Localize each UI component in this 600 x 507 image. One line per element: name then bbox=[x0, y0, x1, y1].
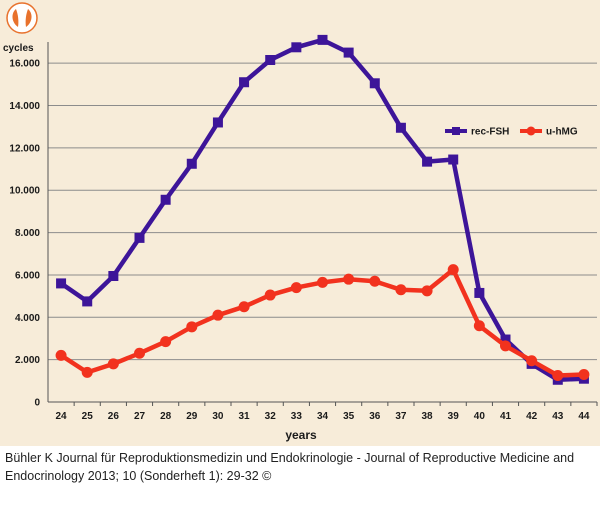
x-tick-label: 27 bbox=[134, 411, 146, 422]
data-point-rec-FSH bbox=[82, 296, 93, 307]
x-tick-label: 29 bbox=[186, 411, 198, 422]
y-tick-label: 6.000 bbox=[15, 270, 40, 281]
data-point-rec-FSH bbox=[343, 47, 354, 58]
legend-marker bbox=[526, 126, 536, 136]
gridlines bbox=[48, 62, 597, 361]
journal-logo bbox=[6, 2, 38, 34]
x-tick-label: 34 bbox=[317, 411, 329, 422]
y-tick-label: 16.000 bbox=[9, 59, 40, 70]
data-point-rec-FSH bbox=[422, 156, 433, 167]
legend: rec-FSH u-hMG bbox=[445, 126, 578, 138]
data-point-u-hMG bbox=[264, 289, 276, 301]
legend-marker bbox=[452, 127, 460, 135]
data-point-u-hMG bbox=[395, 284, 407, 296]
x-tick-label: 32 bbox=[265, 411, 277, 422]
caption-line-1: Bühler K Journal für Reproduktionsmedizi… bbox=[5, 451, 575, 465]
data-point-rec-FSH bbox=[134, 232, 145, 243]
data-point-rec-FSH bbox=[186, 158, 197, 169]
y-axis-label: cycles bbox=[3, 43, 34, 54]
x-tick-label: 33 bbox=[291, 411, 303, 422]
data-point-rec-FSH bbox=[448, 154, 459, 165]
y-tick-label: 14.000 bbox=[9, 101, 40, 112]
x-tick-label: 35 bbox=[343, 411, 355, 422]
data-point-u-hMG bbox=[369, 275, 381, 287]
x-tick-label: 40 bbox=[474, 411, 486, 422]
caption-line-2: Endocrinology 2013; 10 (Sonderheft 1): 2… bbox=[5, 469, 272, 483]
data-point-u-hMG bbox=[421, 285, 433, 297]
chart-panel: 0 2.000 4.000 6.000 8.000 10.000 12.000 14.000 1… bbox=[0, 0, 600, 446]
y-tick-label: 2.000 bbox=[15, 355, 40, 366]
x-tick-label: 24 bbox=[56, 411, 68, 422]
legend-label: rec-FSH bbox=[471, 127, 509, 138]
y-tick-label: 0 bbox=[34, 398, 40, 409]
x-tick-label: 26 bbox=[108, 411, 120, 422]
data-point-rec-FSH bbox=[395, 122, 406, 133]
data-point-u-hMG bbox=[526, 355, 538, 367]
x-tick-label: 44 bbox=[578, 411, 590, 422]
data-point-u-hMG bbox=[578, 368, 590, 380]
data-point-u-hMG bbox=[81, 366, 93, 378]
data-point-u-hMG bbox=[343, 273, 355, 285]
axes bbox=[47, 42, 598, 406]
x-tick-label: 37 bbox=[395, 411, 407, 422]
x-tick-label: 36 bbox=[369, 411, 381, 422]
data-point-rec-FSH bbox=[108, 271, 119, 281]
data-point-u-hMG bbox=[134, 347, 145, 359]
data-point-u-hMG bbox=[238, 301, 250, 313]
data-point-u-hMG bbox=[55, 349, 67, 361]
x-tick-label: 43 bbox=[552, 411, 564, 422]
data-point-u-hMG bbox=[552, 370, 564, 382]
x-tick-label: 31 bbox=[239, 411, 251, 422]
data-series bbox=[55, 34, 590, 385]
x-tick-label: 42 bbox=[526, 411, 538, 422]
x-tick-label: 38 bbox=[422, 411, 434, 422]
data-point-u-hMG bbox=[317, 276, 328, 288]
data-point-rec-FSH bbox=[56, 278, 67, 289]
data-point-u-hMG bbox=[473, 320, 485, 332]
legend-label: u-hMG bbox=[546, 127, 578, 138]
data-point-rec-FSH bbox=[317, 34, 328, 45]
data-point-rec-FSH bbox=[212, 117, 223, 128]
data-point-u-hMG bbox=[212, 309, 224, 321]
y-tick-labels: 0 2.000 4.000 6.000 8.000 10.000 12.000 14.000 1… bbox=[9, 59, 40, 409]
data-point-rec-FSH bbox=[160, 194, 171, 205]
data-point-u-hMG bbox=[447, 264, 459, 276]
data-point-rec-FSH bbox=[239, 77, 250, 88]
x-tick-label: 25 bbox=[82, 411, 94, 422]
x-tick-label: 28 bbox=[160, 411, 172, 422]
line-chart: 0 2.000 4.000 6.000 8.000 10.000 12.000 14.000 1… bbox=[3, 2, 598, 442]
y-tick-label: 8.000 bbox=[15, 228, 40, 239]
data-point-u-hMG bbox=[500, 340, 511, 352]
data-point-u-hMG bbox=[160, 336, 172, 348]
data-point-u-hMG bbox=[290, 282, 302, 294]
data-point-rec-FSH bbox=[291, 42, 302, 53]
x-axis-label: years bbox=[285, 428, 317, 442]
data-point-u-hMG bbox=[186, 321, 198, 333]
x-tick-label: 41 bbox=[500, 411, 512, 422]
series-line-rec-FSH bbox=[58, 37, 587, 383]
citation-caption: Bühler K Journal für Reproduktionsmedizi… bbox=[5, 449, 595, 485]
x-tick-label: 30 bbox=[212, 411, 224, 422]
data-point-rec-FSH bbox=[474, 287, 485, 298]
x-tick-labels: 24 25 26 27 28 29 30 31 32 33 34 35 36 37 38 39 40 41 42 43… bbox=[56, 411, 590, 422]
data-point-rec-FSH bbox=[369, 78, 380, 89]
data-point-u-hMG bbox=[107, 358, 119, 370]
x-tick-label: 39 bbox=[448, 411, 460, 422]
data-point-rec-FSH bbox=[500, 334, 511, 345]
y-tick-label: 10.000 bbox=[9, 186, 40, 197]
y-tick-label: 12.000 bbox=[9, 143, 40, 154]
y-tick-label: 4.000 bbox=[15, 313, 40, 324]
data-point-rec-FSH bbox=[265, 55, 276, 65]
